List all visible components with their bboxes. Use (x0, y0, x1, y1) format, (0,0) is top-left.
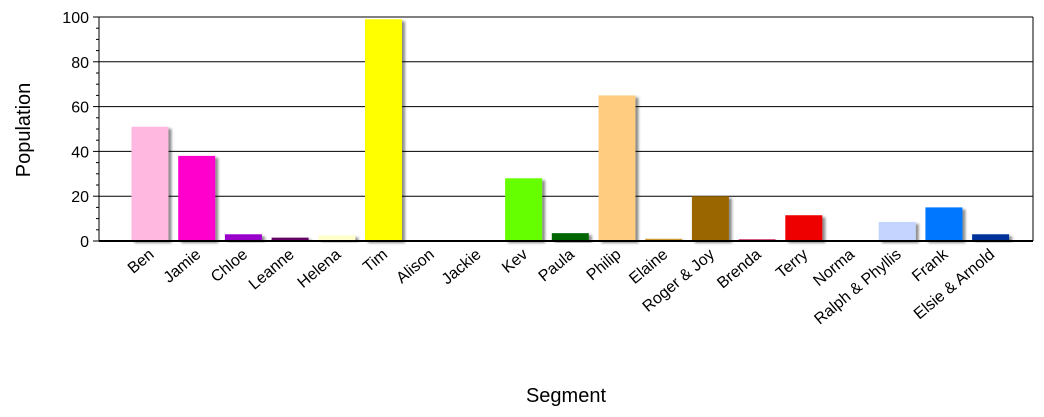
y-tick-label: 80 (71, 55, 89, 72)
x-tick-label: Terry (773, 246, 811, 282)
bar (178, 155, 216, 241)
x-tick-label: Jackie (439, 246, 485, 288)
bars (131, 19, 1010, 242)
bar (318, 235, 356, 241)
y-tick-label: 60 (71, 100, 89, 117)
x-tick-label: Tim (360, 246, 391, 276)
x-tick-label: Jamie (161, 246, 205, 287)
bar (365, 19, 402, 241)
bar (598, 95, 636, 242)
x-tick-label: Helena (295, 246, 345, 292)
x-tick-label: Paula (536, 246, 578, 285)
bar (271, 237, 309, 241)
bar (925, 207, 963, 241)
bar (691, 196, 729, 241)
bar (972, 234, 1010, 241)
bar (131, 126, 169, 241)
y-tick-label: 100 (62, 10, 89, 27)
x-tick-label: Kev (499, 246, 531, 277)
y-axis-title: Population (13, 83, 35, 178)
y-tick-label: 20 (71, 189, 89, 206)
x-tick-label: Ben (125, 246, 158, 277)
x-tick-label: Brenda (714, 246, 765, 292)
bar (878, 221, 916, 241)
x-axis-title: Segment (526, 385, 606, 407)
axes (93, 16, 1034, 242)
x-tick-label: Ralph & Phyllis (811, 246, 904, 328)
x-tick-label: Philip (584, 246, 625, 284)
bar (224, 234, 262, 241)
bar (551, 233, 589, 241)
x-tick-label: Leanne (246, 246, 298, 293)
x-tick-label: Alison (393, 246, 437, 287)
x-tick-label: Elsie & Arnold (911, 246, 998, 323)
x-tick-label: Frank (909, 245, 952, 285)
bar (785, 215, 823, 241)
x-tick-label: Chloe (208, 246, 251, 286)
bar (505, 178, 543, 241)
grid-lines (99, 16, 1033, 242)
y-tick-label: 0 (80, 234, 89, 251)
y-tick-label: 40 (71, 144, 89, 161)
bar (645, 238, 683, 241)
